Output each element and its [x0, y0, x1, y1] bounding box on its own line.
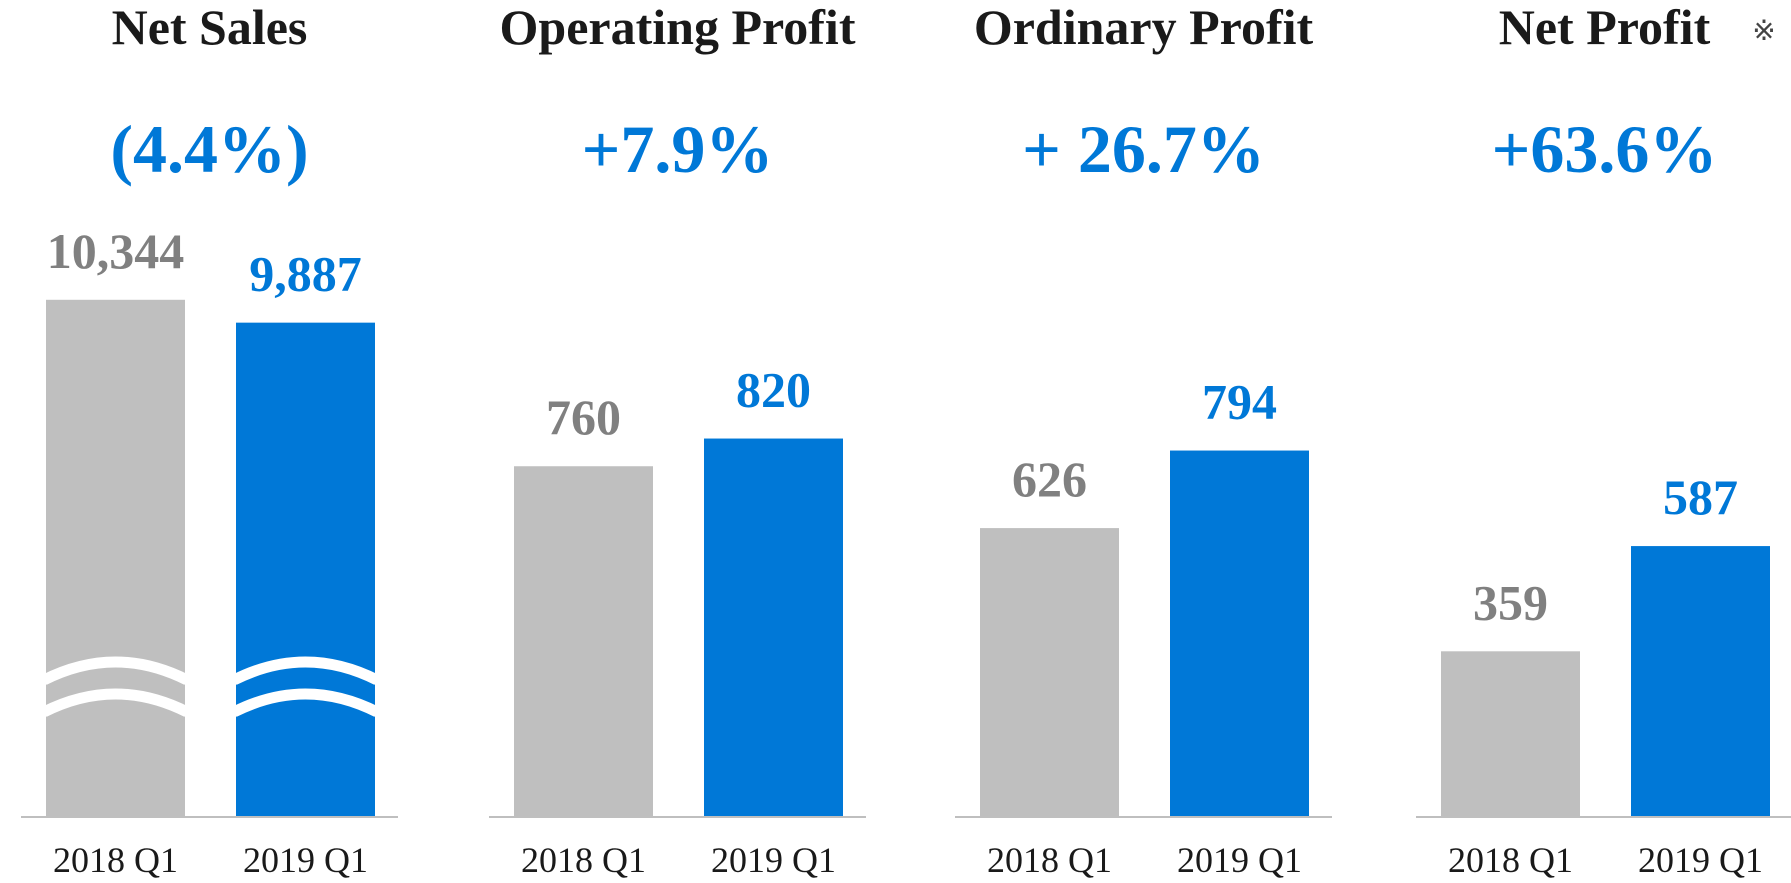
value-label: 626 [1012, 451, 1087, 507]
chart-title: Net Sales [112, 0, 308, 55]
bar [1631, 546, 1770, 817]
change-annotation: + 26.7% [1022, 111, 1265, 187]
value-label: 760 [546, 389, 621, 445]
x-tick-label: 2019 Q1 [1177, 840, 1302, 880]
value-label: 9,887 [249, 246, 362, 302]
bar [236, 322, 375, 817]
x-tick-label: 2018 Q1 [1448, 840, 1573, 880]
chart-title: Net Profit [1499, 0, 1711, 55]
bar [1441, 651, 1580, 817]
value-label: 359 [1473, 574, 1548, 630]
x-tick-label: 2019 Q1 [243, 840, 368, 880]
x-tick-label: 2018 Q1 [521, 840, 646, 880]
x-tick-label: 2019 Q1 [711, 840, 836, 880]
bar [704, 438, 843, 817]
bar [46, 299, 185, 817]
value-label: 587 [1663, 469, 1738, 525]
bar [514, 466, 653, 817]
x-tick-label: 2019 Q1 [1638, 840, 1763, 880]
bar [980, 528, 1119, 817]
chart-title: Operating Profit [500, 0, 856, 55]
change-annotation: +63.6% [1492, 111, 1718, 187]
chart-title: Ordinary Profit [974, 0, 1314, 55]
axis-break [231, 688, 380, 717]
value-label: 820 [736, 362, 811, 418]
title-note: ※ [1752, 16, 1775, 47]
axis-break [41, 688, 190, 717]
bar [1170, 450, 1309, 817]
axis-break [41, 656, 190, 685]
x-tick-label: 2018 Q1 [53, 840, 178, 880]
axis-break [231, 656, 380, 685]
value-label: 10,344 [47, 223, 185, 279]
change-annotation: (4.4%) [110, 111, 308, 187]
change-annotation: +7.9% [582, 111, 774, 187]
x-tick-label: 2018 Q1 [987, 840, 1112, 880]
value-label: 794 [1202, 374, 1277, 430]
